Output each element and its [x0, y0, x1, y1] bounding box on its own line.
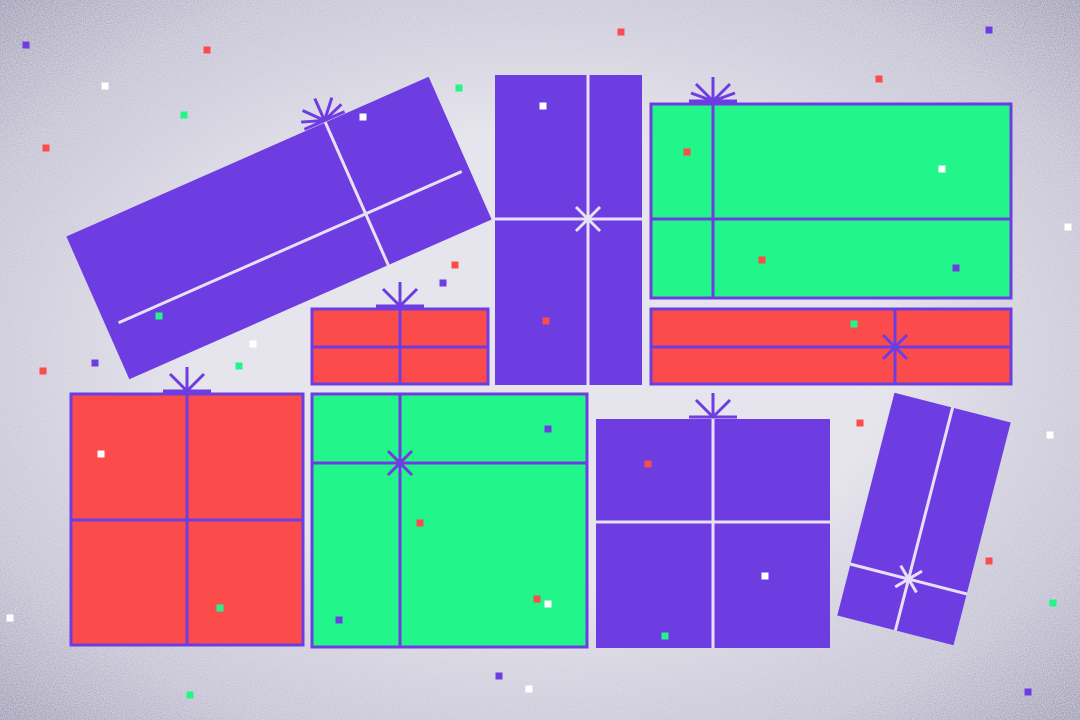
- confetti-piece: [235, 362, 243, 370]
- confetti-piece: [22, 41, 30, 49]
- gift-wide-red: [649, 307, 1013, 386]
- confetti-piece: [186, 691, 194, 699]
- confetti-piece: [539, 102, 547, 110]
- confetti-piece: [359, 113, 367, 121]
- confetti-piece: [249, 340, 257, 348]
- confetti-piece: [533, 595, 541, 603]
- gift-big-green: [310, 392, 589, 649]
- gift-box: [66, 76, 492, 380]
- confetti-piece: [544, 600, 552, 608]
- confetti-piece: [455, 84, 463, 92]
- confetti-piece: [180, 111, 188, 119]
- star-icon: [574, 205, 602, 233]
- confetti-piece: [938, 165, 946, 173]
- confetti-piece: [758, 256, 766, 264]
- confetti-piece: [1064, 223, 1072, 231]
- gift-tilted-long-purple: [66, 76, 492, 380]
- confetti-piece: [617, 28, 625, 36]
- confetti-piece: [985, 557, 993, 565]
- confetti-piece: [216, 604, 224, 612]
- gift-purple-bottom: [596, 393, 830, 648]
- gift-tall-purple: [495, 75, 642, 385]
- bow-icon: [689, 77, 737, 103]
- confetti-piece: [155, 312, 163, 320]
- confetti-piece: [1046, 431, 1054, 439]
- bow-icon: [376, 282, 424, 308]
- confetti-piece: [416, 519, 424, 527]
- confetti-piece: [661, 632, 669, 640]
- confetti-piece: [495, 672, 503, 680]
- confetti-piece: [985, 26, 993, 34]
- confetti-piece: [451, 261, 459, 269]
- gift-box: [310, 392, 589, 649]
- bow-icon: [301, 97, 346, 131]
- confetti-piece: [101, 82, 109, 90]
- gift-small-red: [310, 282, 490, 386]
- confetti-piece: [91, 359, 99, 367]
- bow-icon: [163, 367, 211, 393]
- gift-big-red: [69, 367, 305, 647]
- confetti-piece: [1024, 688, 1032, 696]
- confetti-piece: [97, 450, 105, 458]
- confetti-piece: [542, 317, 550, 325]
- ribbon-vertical: [893, 407, 955, 631]
- confetti-piece: [42, 144, 50, 152]
- confetti-piece: [525, 685, 533, 693]
- ribbon-horizontal: [118, 170, 463, 325]
- gift-box: [649, 102, 1013, 300]
- gift-tilted-small-purple: [837, 392, 1011, 646]
- confetti-piece: [335, 616, 343, 624]
- ribbon-vertical: [323, 121, 390, 266]
- confetti-piece: [544, 425, 552, 433]
- confetti-piece: [761, 572, 769, 580]
- confetti-piece: [875, 75, 883, 83]
- confetti-piece: [683, 148, 691, 156]
- confetti-piece: [1049, 599, 1057, 607]
- confetti-piece: [850, 320, 858, 328]
- confetti-piece: [952, 264, 960, 272]
- confetti-piece: [6, 614, 14, 622]
- confetti: [6, 26, 1072, 699]
- confetti-piece: [856, 419, 864, 427]
- star-icon: [881, 333, 909, 361]
- confetti-piece: [644, 460, 652, 468]
- bow-icon: [689, 393, 737, 419]
- star-icon: [386, 449, 414, 477]
- confetti-piece: [439, 279, 447, 287]
- gift-box: [495, 75, 642, 385]
- star-icon: [894, 564, 923, 594]
- confetti-piece: [39, 367, 47, 375]
- gift-wide-green-top: [649, 77, 1013, 300]
- confetti-piece: [203, 46, 211, 54]
